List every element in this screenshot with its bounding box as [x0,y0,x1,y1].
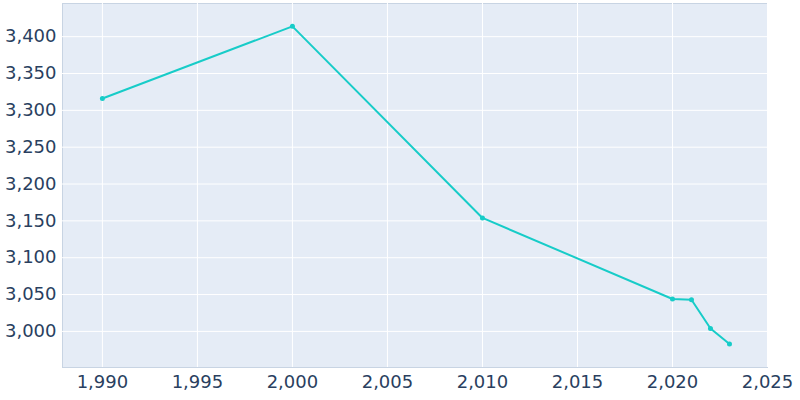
svg-text:3,200: 3,200 [5,173,57,194]
svg-text:3,400: 3,400 [5,25,57,46]
svg-text:3,000: 3,000 [5,320,57,341]
svg-text:3,050: 3,050 [5,283,57,304]
svg-text:1,995: 1,995 [172,371,224,392]
svg-text:3,350: 3,350 [5,62,57,83]
svg-text:3,250: 3,250 [5,136,57,157]
svg-text:2,020: 2,020 [647,371,699,392]
svg-text:3,300: 3,300 [5,99,57,120]
svg-text:3,100: 3,100 [5,246,57,267]
svg-text:3,150: 3,150 [5,210,57,231]
svg-text:1,990: 1,990 [77,371,129,392]
svg-text:2,000: 2,000 [267,371,319,392]
svg-text:2,015: 2,015 [552,371,604,392]
svg-text:2,010: 2,010 [457,371,509,392]
svg-text:2,005: 2,005 [362,371,414,392]
svg-text:2,025: 2,025 [742,371,794,392]
